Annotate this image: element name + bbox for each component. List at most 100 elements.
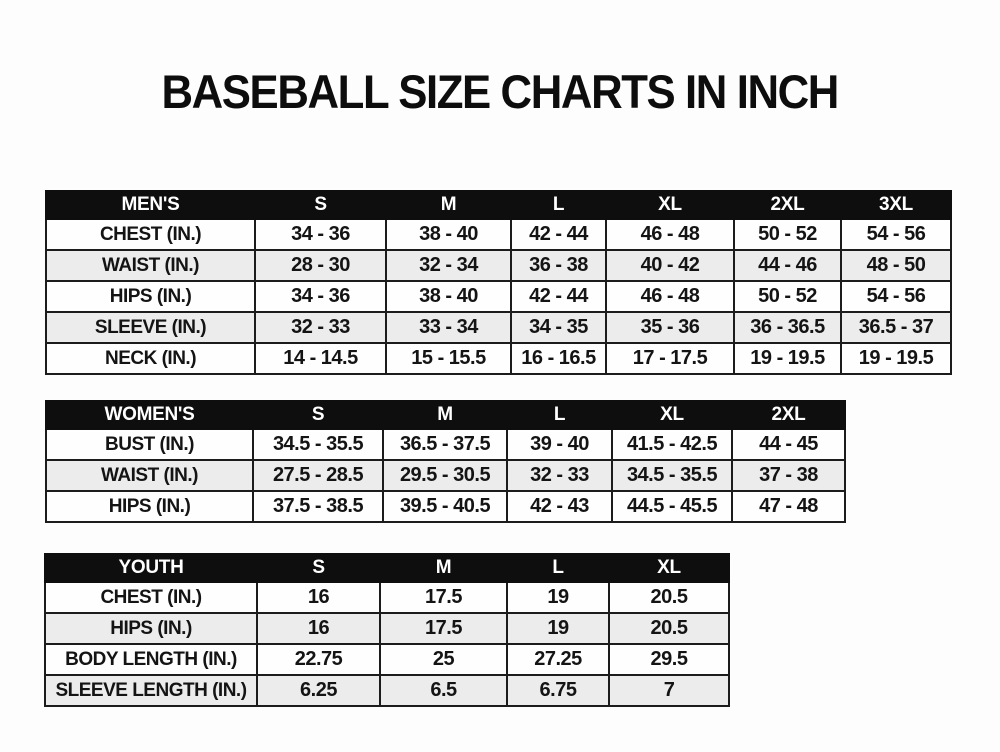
mens-header-size-xl: XL [605, 190, 735, 220]
value-cell: 38 - 40 [385, 218, 512, 251]
value-cell: 46 - 48 [605, 218, 735, 251]
row-label: WAIST (IN.) [45, 459, 254, 492]
value-cell: 20.5 [608, 581, 730, 614]
value-cell: 44.5 - 45.5 [611, 490, 733, 523]
womens-header-size-s: S [252, 400, 384, 430]
value-cell: 34 - 35 [510, 311, 607, 344]
value-cell: 39.5 - 40.5 [382, 490, 508, 523]
value-cell: 50 - 52 [733, 280, 842, 313]
value-cell: 37 - 38 [731, 459, 846, 492]
mens-row-hips: HIPS (IN.) 34 - 36 38 - 40 42 - 44 46 - … [45, 280, 952, 313]
mens-header-group: MEN'S [45, 190, 256, 220]
page-title-wrap: BASEBALL SIZE CHARTS IN INCH [0, 64, 1000, 119]
value-cell: 17.5 [379, 612, 508, 645]
value-cell: 34.5 - 35.5 [252, 428, 384, 461]
row-label: SLEEVE (IN.) [45, 311, 256, 344]
womens-row-hips: HIPS (IN.) 37.5 - 38.5 39.5 - 40.5 42 - … [45, 490, 846, 523]
value-cell: 16 [256, 581, 381, 614]
youth-row-chest: CHEST (IN.) 16 17.5 19 20.5 [44, 581, 730, 614]
row-label: BUST (IN.) [45, 428, 254, 461]
value-cell: 42 - 44 [510, 218, 607, 251]
value-cell: 16 - 16.5 [510, 342, 607, 375]
value-cell: 25 [379, 643, 508, 676]
value-cell: 40 - 42 [605, 249, 735, 282]
value-cell: 32 - 33 [254, 311, 387, 344]
mens-row-chest: CHEST (IN.) 34 - 36 38 - 40 42 - 44 46 -… [45, 218, 952, 251]
value-cell: 20.5 [608, 612, 730, 645]
mens-row-neck: NECK (IN.) 14 - 14.5 15 - 15.5 16 - 16.5… [45, 342, 952, 375]
value-cell: 17 - 17.5 [605, 342, 735, 375]
mens-header-size-l: L [510, 190, 607, 220]
row-label: HIPS (IN.) [45, 490, 254, 523]
page-title: BASEBALL SIZE CHARTS IN INCH [161, 65, 840, 118]
row-label: WAIST (IN.) [45, 249, 256, 282]
mens-size-table: MEN'S S M L XL 2XL 3XL CHEST (IN.) 34 - … [45, 190, 952, 375]
value-cell: 34 - 36 [254, 280, 387, 313]
mens-header-row: MEN'S S M L XL 2XL 3XL [45, 190, 952, 220]
value-cell: 17.5 [379, 581, 508, 614]
youth-row-body-length: BODY LENGTH (IN.) 22.75 25 27.25 29.5 [44, 643, 730, 676]
value-cell: 36 - 38 [510, 249, 607, 282]
value-cell: 32 - 33 [506, 459, 613, 492]
value-cell: 27.25 [506, 643, 610, 676]
value-cell: 19 [506, 581, 610, 614]
womens-row-waist: WAIST (IN.) 27.5 - 28.5 29.5 - 30.5 32 -… [45, 459, 846, 492]
value-cell: 6.5 [379, 674, 508, 707]
value-cell: 41.5 - 42.5 [611, 428, 733, 461]
womens-header-size-m: M [382, 400, 508, 430]
value-cell: 44 - 46 [733, 249, 842, 282]
value-cell: 46 - 48 [605, 280, 735, 313]
row-label: BODY LENGTH (IN.) [44, 643, 258, 676]
value-cell: 48 - 50 [840, 249, 952, 282]
value-cell: 39 - 40 [506, 428, 613, 461]
value-cell: 36 - 36.5 [733, 311, 842, 344]
mens-header-size-3xl: 3XL [840, 190, 952, 220]
row-label: NECK (IN.) [45, 342, 256, 375]
youth-header-row: YOUTH S M L XL [44, 553, 730, 583]
value-cell: 50 - 52 [733, 218, 842, 251]
womens-header-row: WOMEN'S S M L XL 2XL [45, 400, 846, 430]
value-cell: 54 - 56 [840, 218, 952, 251]
value-cell: 42 - 43 [506, 490, 613, 523]
row-label: HIPS (IN.) [44, 612, 258, 645]
womens-row-bust: BUST (IN.) 34.5 - 35.5 36.5 - 37.5 39 - … [45, 428, 846, 461]
value-cell: 6.75 [506, 674, 610, 707]
row-label: CHEST (IN.) [45, 218, 256, 251]
value-cell: 6.25 [256, 674, 381, 707]
youth-size-table: YOUTH S M L XL CHEST (IN.) 16 17.5 19 20… [44, 553, 730, 707]
value-cell: 42 - 44 [510, 280, 607, 313]
value-cell: 44 - 45 [731, 428, 846, 461]
youth-header-size-m: M [379, 553, 508, 583]
youth-header-size-xl: XL [608, 553, 730, 583]
mens-header-size-m: M [385, 190, 512, 220]
value-cell: 15 - 15.5 [385, 342, 512, 375]
value-cell: 7 [608, 674, 730, 707]
value-cell: 19 - 19.5 [840, 342, 952, 375]
womens-header-size-l: L [506, 400, 613, 430]
youth-header-size-s: S [256, 553, 381, 583]
value-cell: 34.5 - 35.5 [611, 459, 733, 492]
womens-header-size-2xl: 2XL [731, 400, 846, 430]
value-cell: 29.5 [608, 643, 730, 676]
youth-row-sleeve-length: SLEEVE LENGTH (IN.) 6.25 6.5 6.75 7 [44, 674, 730, 707]
row-label: SLEEVE LENGTH (IN.) [44, 674, 258, 707]
value-cell: 47 - 48 [731, 490, 846, 523]
value-cell: 54 - 56 [840, 280, 952, 313]
row-label: CHEST (IN.) [44, 581, 258, 614]
youth-header-size-l: L [506, 553, 610, 583]
value-cell: 36.5 - 37.5 [382, 428, 508, 461]
value-cell: 28 - 30 [254, 249, 387, 282]
womens-header-group: WOMEN'S [45, 400, 254, 430]
value-cell: 33 - 34 [385, 311, 512, 344]
mens-row-waist: WAIST (IN.) 28 - 30 32 - 34 36 - 38 40 -… [45, 249, 952, 282]
value-cell: 19 [506, 612, 610, 645]
value-cell: 36.5 - 37 [840, 311, 952, 344]
row-label: HIPS (IN.) [45, 280, 256, 313]
womens-header-size-xl: XL [611, 400, 733, 430]
womens-size-table: WOMEN'S S M L XL 2XL BUST (IN.) 34.5 - 3… [45, 400, 846, 523]
value-cell: 37.5 - 38.5 [252, 490, 384, 523]
value-cell: 19 - 19.5 [733, 342, 842, 375]
value-cell: 35 - 36 [605, 311, 735, 344]
mens-header-size-2xl: 2XL [733, 190, 842, 220]
